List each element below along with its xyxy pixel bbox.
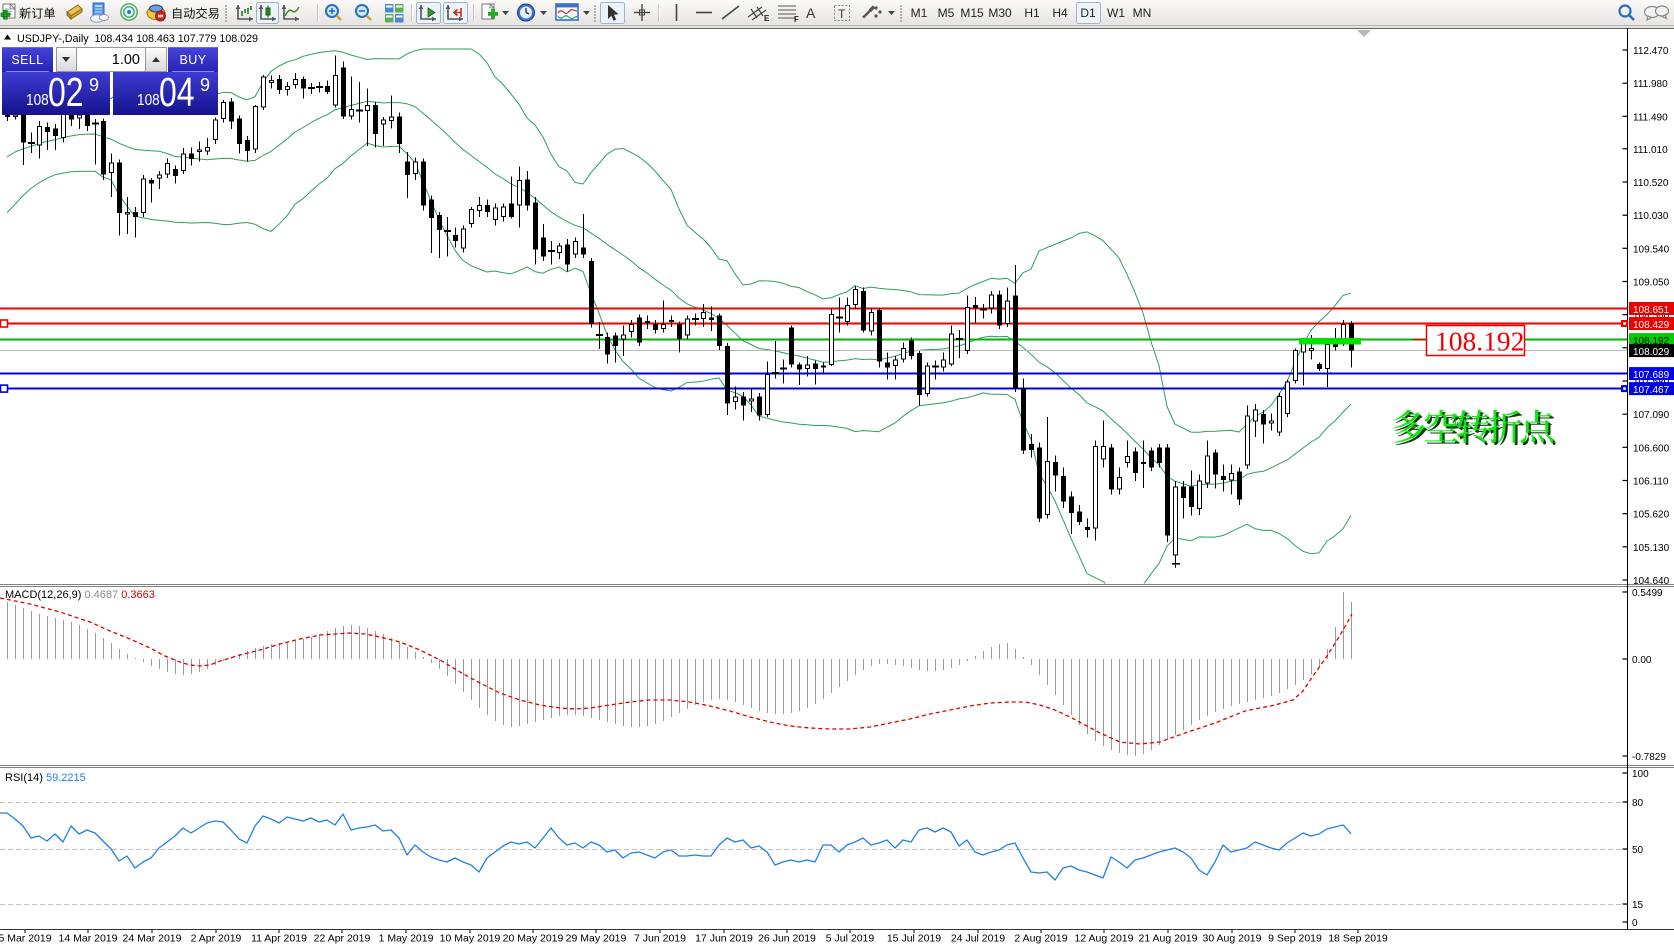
svg-text:111.490: 111.490 <box>1633 112 1668 123</box>
svg-text:29 May 2019: 29 May 2019 <box>566 933 627 945</box>
svg-text:F: F <box>794 15 799 24</box>
svg-text:12 Aug 2019: 12 Aug 2019 <box>1075 933 1134 945</box>
svg-text:110.030: 110.030 <box>1633 211 1669 222</box>
svg-text:18 Sep 2019: 18 Sep 2019 <box>1328 933 1388 945</box>
svg-text:T: T <box>838 7 846 21</box>
svg-text:100: 100 <box>1632 769 1649 780</box>
svg-text:104.640: 104.640 <box>1633 576 1670 587</box>
svg-text:RSI(14) 59.2215: RSI(14) 59.2215 <box>5 772 86 784</box>
svg-text:80: 80 <box>1632 798 1644 809</box>
svg-text:108.029: 108.029 <box>1633 347 1670 358</box>
svg-text:108.192: 108.192 <box>1633 336 1670 347</box>
svg-text:106.600: 106.600 <box>1633 443 1670 454</box>
svg-text:15 Jul 2019: 15 Jul 2019 <box>887 933 941 945</box>
svg-text:109.050: 109.050 <box>1633 278 1670 289</box>
svg-text:0: 0 <box>1632 918 1638 929</box>
svg-text:11 Apr 2019: 11 Apr 2019 <box>251 933 307 945</box>
svg-text:106.110: 106.110 <box>1633 477 1669 488</box>
svg-text:109.540: 109.540 <box>1633 244 1670 255</box>
svg-text:MN: MN <box>1133 6 1152 20</box>
svg-text:M1: M1 <box>911 6 928 20</box>
svg-text:14 Mar 2019: 14 Mar 2019 <box>59 933 118 945</box>
svg-text:107.689: 107.689 <box>1633 370 1670 381</box>
svg-text:USDJPY-,Daily 108.434 108.463: USDJPY-,Daily 108.434 108.463 107.779 10… <box>17 33 258 45</box>
svg-text:108.560: 108.560 <box>1633 311 1670 322</box>
svg-text:105.620: 105.620 <box>1633 510 1670 521</box>
svg-text:7 Jun 2019: 7 Jun 2019 <box>634 933 686 945</box>
svg-text:H4: H4 <box>1052 6 1068 20</box>
svg-text:26 Jun 2019: 26 Jun 2019 <box>758 933 816 945</box>
svg-text:21 Aug 2019: 21 Aug 2019 <box>1139 933 1198 945</box>
svg-text:22 Apr 2019: 22 Apr 2019 <box>314 933 371 945</box>
svg-text:A: A <box>806 5 816 21</box>
svg-text:E: E <box>764 14 770 23</box>
svg-text:0.00: 0.00 <box>1632 655 1652 666</box>
svg-text:2 Aug 2019: 2 Aug 2019 <box>1014 933 1067 945</box>
svg-text:110.520: 110.520 <box>1633 178 1669 189</box>
svg-text:1 May 2019: 1 May 2019 <box>379 933 434 945</box>
svg-text:108.651: 108.651 <box>1633 305 1670 316</box>
svg-text:112.470: 112.470 <box>1633 46 1669 57</box>
svg-text:M30: M30 <box>988 6 1012 20</box>
svg-text:M15: M15 <box>960 6 984 20</box>
svg-text:50: 50 <box>1632 845 1644 856</box>
svg-text:107.467: 107.467 <box>1633 385 1670 396</box>
svg-text:24 Jul 2019: 24 Jul 2019 <box>951 933 1005 945</box>
svg-text:0.5499: 0.5499 <box>1632 588 1663 599</box>
svg-text:W1: W1 <box>1107 6 1125 20</box>
svg-text:111.010: 111.010 <box>1633 145 1668 156</box>
svg-text:20 May 2019: 20 May 2019 <box>503 933 564 945</box>
svg-text:10 May 2019: 10 May 2019 <box>440 933 501 945</box>
svg-text:-0.7829: -0.7829 <box>1632 752 1666 763</box>
svg-text:24 Mar 2019: 24 Mar 2019 <box>123 933 182 945</box>
svg-text:5 Mar 2019: 5 Mar 2019 <box>0 933 52 945</box>
svg-text:107.090: 107.090 <box>1633 410 1670 421</box>
svg-text:15: 15 <box>1632 900 1644 911</box>
svg-text:108.429: 108.429 <box>1633 320 1670 331</box>
svg-text:H1: H1 <box>1024 6 1040 20</box>
svg-text:30 Aug 2019: 30 Aug 2019 <box>1203 933 1262 945</box>
svg-text:D1: D1 <box>1080 6 1096 20</box>
svg-text:105.130: 105.130 <box>1633 543 1670 554</box>
svg-text:M5: M5 <box>938 6 955 20</box>
svg-text:MACD(12,26,9) 0.4687 0.3663: MACD(12,26,9) 0.4687 0.3663 <box>5 589 155 601</box>
svg-text:17 Jun 2019: 17 Jun 2019 <box>695 933 753 945</box>
svg-text:2 Apr 2019: 2 Apr 2019 <box>191 933 242 945</box>
svg-text:108.192: 108.192 <box>1435 326 1524 357</box>
svg-text:5 Jul 2019: 5 Jul 2019 <box>826 933 875 945</box>
svg-text:111.980: 111.980 <box>1633 79 1668 90</box>
svg-text:9 Sep 2019: 9 Sep 2019 <box>1268 933 1322 945</box>
